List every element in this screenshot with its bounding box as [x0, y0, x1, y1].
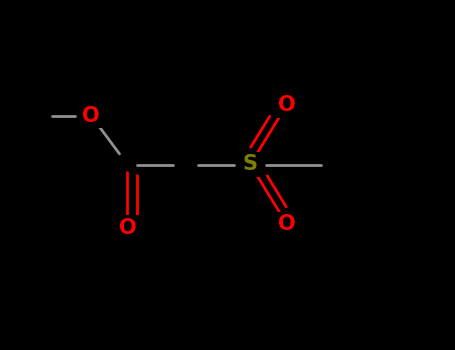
Text: O: O	[278, 214, 295, 234]
Text: S: S	[243, 154, 258, 175]
Text: O: O	[119, 217, 136, 238]
Text: O: O	[82, 105, 100, 126]
Text: O: O	[278, 95, 295, 115]
